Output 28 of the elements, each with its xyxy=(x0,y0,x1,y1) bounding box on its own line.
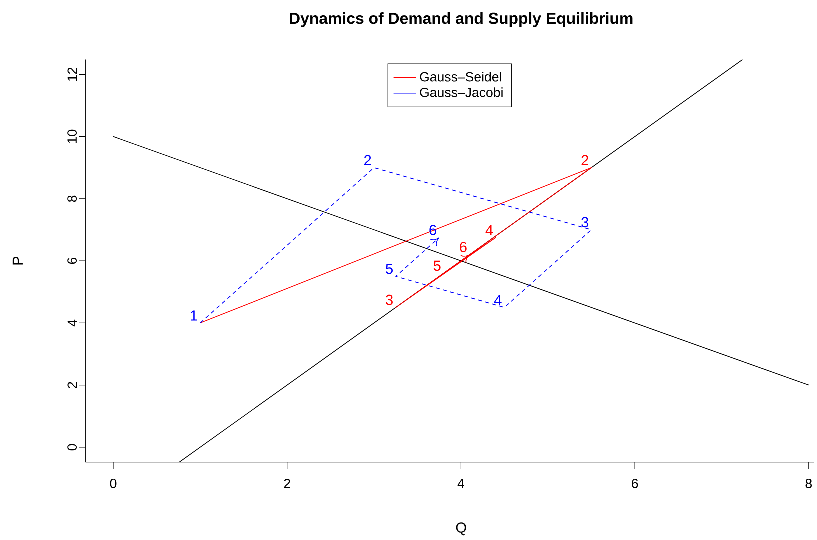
annotation: 5 xyxy=(434,260,441,272)
chart-title: Dynamics of Demand and Supply Equilibrium xyxy=(290,12,633,28)
y-tick-label: 2 xyxy=(68,382,78,388)
legend-label: Gauss–Seidel xyxy=(420,72,502,82)
legend-label: Gauss–Jacobi xyxy=(420,88,503,98)
annotation: 3 xyxy=(582,217,589,228)
y-tick-label: 12 xyxy=(68,68,78,82)
annotation: 3 xyxy=(386,294,393,306)
annotation: 1 xyxy=(191,310,198,321)
annotation: 2 xyxy=(582,155,588,166)
annotation: 6 xyxy=(460,242,467,252)
x-tick-label: 8 xyxy=(806,479,812,488)
annotation: 2 xyxy=(364,155,372,166)
x-tick-label: 4 xyxy=(458,478,465,488)
annotation: 4 xyxy=(494,295,502,306)
y-tick-label: 4 xyxy=(68,320,78,327)
annotation: 5 xyxy=(386,264,393,274)
y-tick-label: 6 xyxy=(68,258,78,264)
x-tick-label: 0 xyxy=(110,479,117,488)
y-tick-label: 10 xyxy=(68,130,78,144)
annotation: 4 xyxy=(486,225,494,236)
line-series xyxy=(200,167,592,324)
y-axis-title: P xyxy=(12,256,23,265)
x-axis-title: Q xyxy=(456,522,466,536)
x-tick-label: 2 xyxy=(284,479,290,488)
x-tick-label: 6 xyxy=(632,479,638,488)
y-tick-label: 0 xyxy=(68,444,78,451)
y-tick-label: 8 xyxy=(68,196,78,202)
